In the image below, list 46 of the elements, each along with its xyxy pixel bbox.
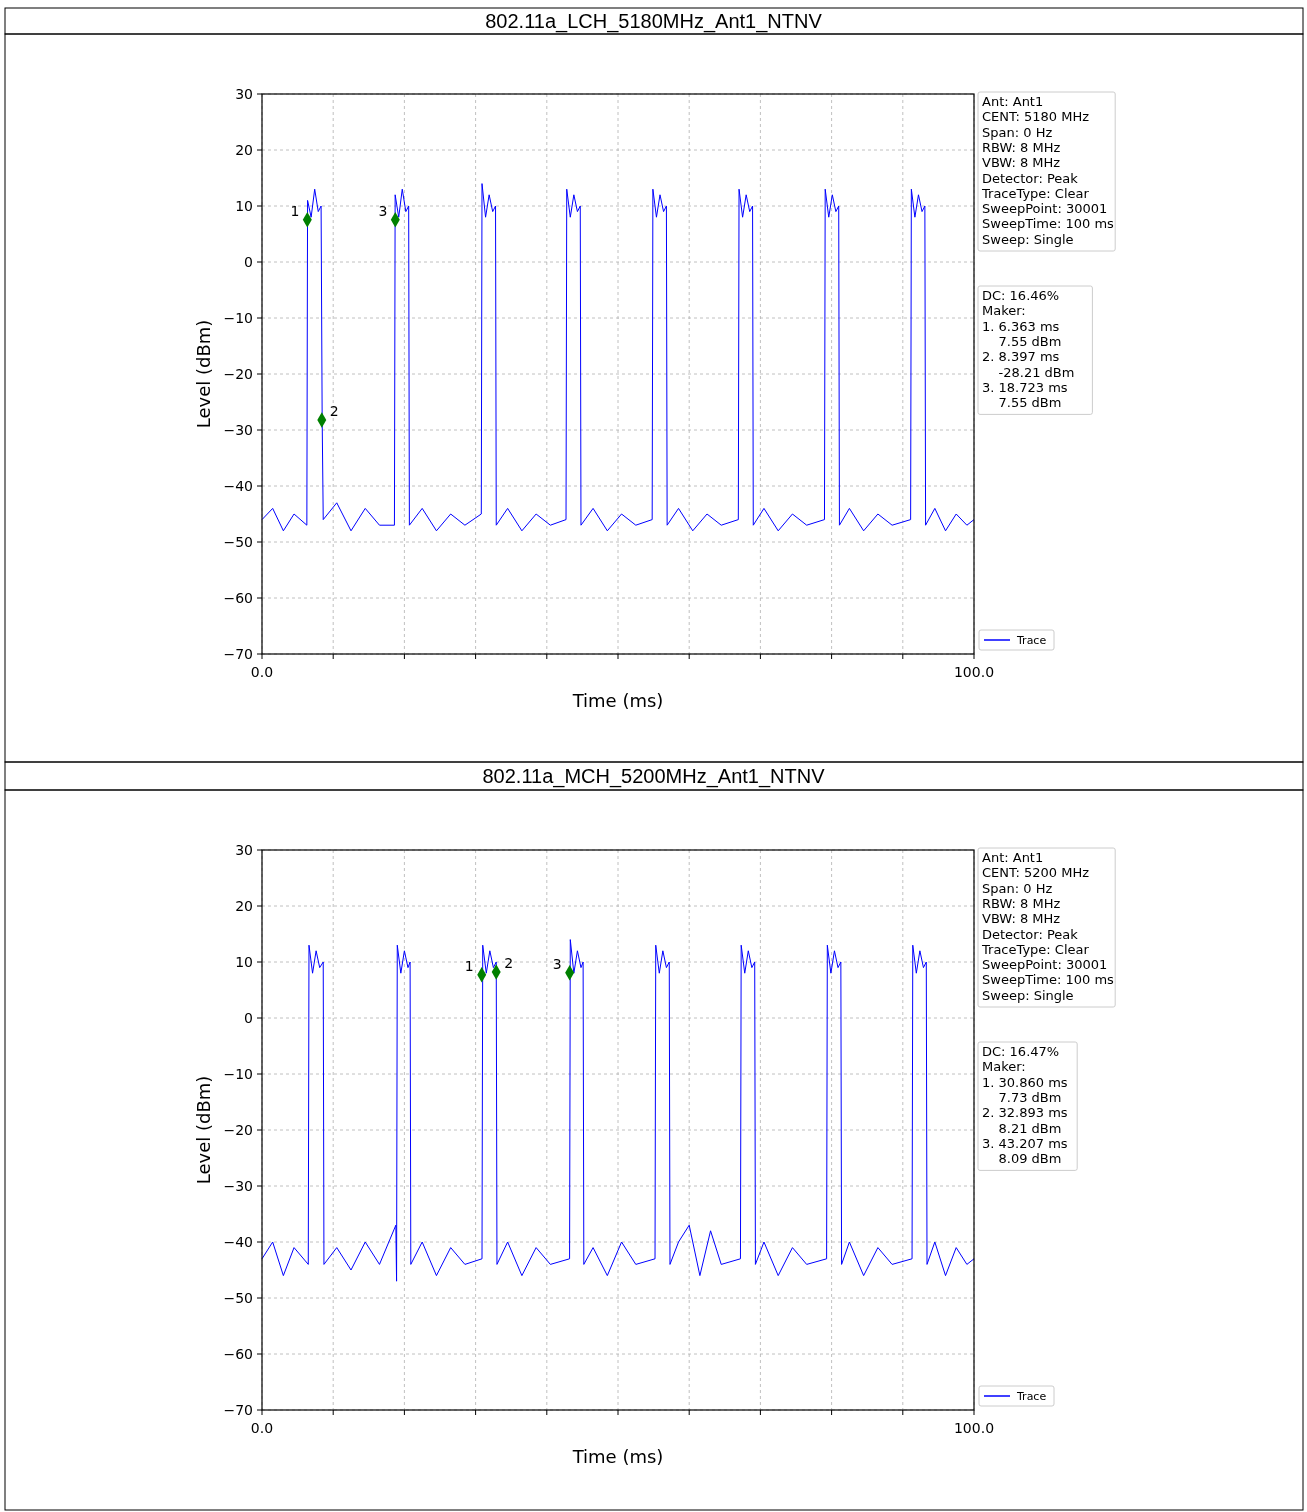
annotation: 2 [504, 955, 514, 972]
y-tick-label: 10 [235, 954, 253, 970]
annotation: 3 [378, 202, 388, 219]
y-tick-label: −20 [223, 366, 253, 382]
y-tick-label: 20 [235, 898, 253, 914]
annotation: 3 [552, 955, 562, 972]
y-tick-label: −30 [223, 422, 253, 438]
text: Ant: Ant1 CENT: 5200 MHz Span: 0 Hz RBW: 8 MHz VBW: 8 MHz Detector: Peak TraceType: Clear SweepPoint: 30001 SweepTime: 100 ms Sweep: Single [982, 850, 1114, 1003]
y-tick-label: 10 [235, 198, 253, 214]
y-tick-label: −60 [223, 590, 253, 606]
x-tick-label: 0.0 [250, 1420, 274, 1436]
legend-label: Trace [1016, 634, 1047, 647]
y-tick-label: 30 [235, 86, 253, 102]
y-tick-label: 20 [235, 142, 253, 158]
text: Ant: Ant1 CENT: 5180 MHz Span: 0 Hz RBW: 8 MHz VBW: 8 MHz Detector: Peak TraceType: Clear SweepPoint: 30001 SweepTime: 100 ms Sweep: Single [982, 94, 1114, 247]
y-tick-label: −50 [223, 1290, 253, 1306]
text: DC: 16.46% Maker: 1. 6.363 ms 7.55 dBm 2. 8.397 ms -28.21 dBm 3. 18.723 ms 7.55 dBm [982, 288, 1075, 411]
x-axis-title: Time (ms) [571, 1446, 664, 1467]
x-axis-title: Time (ms) [571, 690, 664, 711]
y-tick-label: −10 [223, 1066, 253, 1082]
y-tick-label: −50 [223, 534, 253, 550]
y-tick-label: 0 [244, 1010, 253, 1026]
y-tick-label: −40 [223, 1234, 253, 1250]
x-tick-label: 0.0 [250, 664, 274, 680]
y-tick-label: −40 [223, 478, 253, 494]
x-tick-label: 100.0 [953, 1420, 995, 1436]
legend-label: Trace [1016, 1390, 1047, 1403]
y-tick-label: −60 [223, 1346, 253, 1362]
line-series [261, 939, 975, 1282]
y-tick-label: −10 [223, 310, 253, 326]
y-tick-label: −20 [223, 1122, 253, 1138]
annotation: 1 [290, 202, 300, 219]
chart-title: 802.11a_LCH_5180MHz_Ant1_NTNV [485, 10, 823, 33]
y-tick-label: 30 [235, 842, 253, 858]
annotation: 1 [464, 957, 474, 974]
x-tick-label: 100.0 [953, 664, 995, 680]
annotation: 2 [329, 402, 339, 419]
y-tick-label: −30 [223, 1178, 253, 1194]
y-axis-title: Level (dBm) [193, 319, 214, 429]
y-tick-label: −70 [223, 1402, 253, 1418]
chart-title: 802.11a_MCH_5200MHz_Ant1_NTNV [482, 765, 826, 788]
y-tick-label: −70 [223, 646, 253, 662]
text: DC: 16.47% Maker: 1. 30.860 ms 7.73 dBm 2. 32.893 ms 8.21 dBm 3. 43.207 ms 8.09 dBm [982, 1044, 1068, 1167]
y-axis-title: Level (dBm) [193, 1075, 214, 1185]
line-series [261, 183, 975, 532]
y-tick-label: 0 [244, 254, 253, 270]
